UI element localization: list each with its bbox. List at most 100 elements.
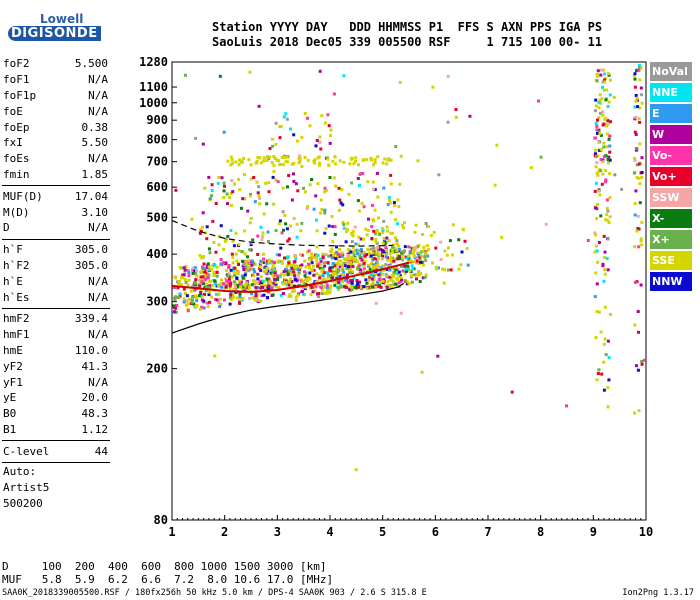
echo-point (415, 261, 419, 265)
echo-point (306, 204, 310, 208)
echo-point (593, 109, 597, 113)
echo-point (373, 248, 377, 252)
echo-point (308, 124, 312, 128)
echo-point (292, 180, 296, 183)
echo-point (377, 273, 381, 277)
echo-point (233, 283, 237, 286)
echo-point (500, 235, 504, 239)
echo-point (350, 256, 354, 260)
echo-point (357, 264, 361, 268)
echo-point (205, 285, 208, 289)
echo-point (389, 173, 393, 177)
echo-point (232, 270, 236, 274)
echo-point (358, 183, 361, 187)
echo-point (262, 159, 266, 163)
echo-point (248, 283, 252, 287)
echo-point (353, 258, 357, 262)
echo-point (431, 85, 435, 89)
echo-point (249, 194, 252, 198)
echo-point (251, 283, 254, 287)
echo-point (309, 255, 313, 259)
echo-point (348, 281, 352, 285)
echo-point (292, 133, 296, 137)
param-value: N/A (88, 88, 108, 102)
echo-point (383, 280, 386, 283)
echo-point (396, 256, 400, 260)
echo-point (235, 296, 239, 300)
echo-point (337, 252, 341, 256)
echo-point (312, 207, 316, 211)
echo-point (608, 144, 612, 148)
echo-point (213, 279, 217, 283)
lower-curve (171, 282, 405, 334)
echo-point (203, 292, 206, 296)
echo-point (222, 282, 226, 286)
echo-point (244, 259, 248, 263)
echo-point (606, 339, 610, 343)
echo-point (451, 223, 455, 227)
echo-point (227, 264, 231, 267)
param-value: 305.0 (74, 243, 108, 257)
echo-point (361, 158, 365, 162)
legend-item: E (650, 104, 692, 123)
echo-point (374, 240, 378, 244)
echo-point (213, 263, 217, 267)
echo-point (403, 272, 407, 276)
echo-point (395, 239, 399, 243)
echo-point (377, 216, 381, 220)
param-value: 17.04 (74, 189, 108, 203)
echo-point (256, 286, 260, 290)
param-row: hmF2 339.4 (2, 311, 110, 327)
param-value: N/A (88, 104, 108, 118)
x-tick-label: 5 (379, 525, 386, 539)
echo-point (334, 271, 338, 275)
echo-point (258, 263, 262, 267)
echo-point (341, 253, 345, 257)
echo-point (606, 122, 610, 126)
echo-point (258, 197, 262, 201)
echo-point (404, 269, 408, 273)
echo-point (318, 140, 322, 144)
echo-point (241, 197, 245, 201)
echo-point (206, 301, 210, 305)
echo-point (187, 278, 191, 282)
echo-point (595, 378, 599, 382)
echo-point (399, 274, 402, 278)
echo-point (354, 468, 358, 472)
echo-point (276, 180, 280, 184)
echo-point (308, 266, 311, 270)
echo-point (639, 66, 643, 70)
echo-point (348, 271, 352, 275)
echo-point (201, 266, 205, 270)
echo-point (379, 270, 383, 274)
echo-point (350, 240, 354, 244)
echo-point (331, 265, 335, 269)
echo-point (253, 298, 257, 302)
echo-point (593, 250, 597, 254)
echo-point (223, 298, 226, 302)
param-name: foF2 (3, 57, 30, 71)
echo-point (594, 335, 598, 339)
echo-point (317, 292, 321, 295)
echo-point (267, 259, 271, 263)
echo-point (336, 270, 340, 274)
echo-point (316, 253, 320, 257)
echo-point (294, 295, 298, 299)
echo-point (268, 261, 272, 265)
echo-point (635, 364, 638, 368)
echo-point (207, 265, 211, 269)
echo-point (253, 200, 257, 204)
echo-point (318, 135, 322, 139)
echo-point (243, 284, 247, 288)
echo-point (338, 274, 342, 278)
echo-point (189, 289, 193, 293)
version-label: Ion2Png 1.3.17 (622, 588, 694, 598)
echo-point (287, 279, 291, 283)
echo-point (329, 134, 332, 137)
echo-point (231, 294, 235, 297)
echo-point (378, 253, 382, 257)
param-value: 20.0 (81, 391, 109, 405)
echo-point (594, 155, 598, 158)
echo-point (326, 289, 330, 293)
echo-point (335, 276, 339, 280)
